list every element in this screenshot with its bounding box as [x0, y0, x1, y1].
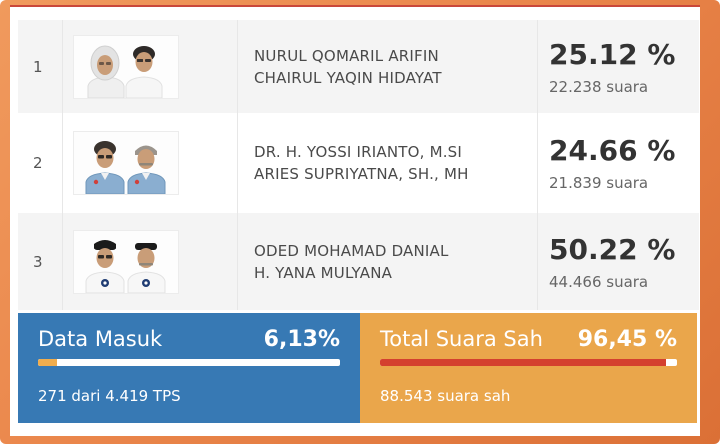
table-row-candidate-1: 1 [18, 20, 699, 113]
candidate-pair-photo-peci-caps-icon [73, 229, 179, 294]
candidate-photo-cell [62, 20, 237, 113]
candidate-votes: 21.839 suara [549, 174, 649, 192]
candidate-number: 3 [33, 252, 43, 271]
candidate-number: 2 [33, 154, 43, 172]
candidate-photo-cell [62, 213, 237, 310]
candidate-pair-photo-blue-shirts-icon [73, 131, 179, 195]
total-suara-sah-panel: Total Suara Sah 96,45 % 88.543 suara sah [360, 313, 697, 423]
total-suara-sah-header: Total Suara Sah 96,45 % [380, 327, 677, 352]
results-panel: 1 [10, 5, 700, 436]
data-masuk-header: Data Masuk 6,13% [38, 327, 340, 352]
candidate-names: ODED MOHAMAD DANIAL H. YANA MULYANA [237, 213, 537, 310]
total-suara-sah-detail: 88.543 suara sah [380, 387, 511, 405]
candidate-name-line2: ARIES SUPRIYATNA, SH., MH [254, 165, 469, 183]
data-masuk-progress-track [38, 359, 340, 366]
candidate-pair-photo-hijab-icon [73, 34, 179, 99]
total-suara-sah-percent: 96,45 % [577, 327, 677, 352]
candidate-names: NURUL QOMARIL ARIFIN CHAIRUL YAQIN HIDAY… [237, 20, 537, 113]
candidate-percent: 24.66 % [549, 134, 676, 167]
candidate-percent: 50.22 % [549, 232, 676, 266]
total-suara-sah-progress-track [380, 359, 677, 366]
table-row-candidate-3: 3 [18, 213, 699, 310]
data-masuk-progress-fill [38, 359, 57, 366]
candidate-photo-cell [62, 113, 237, 213]
candidate-names: DR. H. YOSSI IRIANTO, M.SI ARIES SUPRIYA… [237, 113, 537, 213]
candidate-percent: 25.12 % [549, 37, 676, 71]
data-masuk-panel: Data Masuk 6,13% 271 dari 4.419 TPS [18, 313, 360, 423]
summary-panels: Data Masuk 6,13% 271 dari 4.419 TPS Tota… [18, 313, 699, 423]
total-suara-sah-progress-fill [380, 359, 667, 366]
data-masuk-detail: 271 dari 4.419 TPS [38, 387, 181, 405]
candidate-name-line1: NURUL QOMARIL ARIFIN [254, 46, 439, 65]
data-masuk-percent: 6,13% [263, 327, 340, 352]
candidate-result: 24.66 % 21.839 suara [537, 113, 699, 213]
candidate-result: 25.12 % 22.238 suara [537, 20, 699, 113]
data-masuk-title: Data Masuk [38, 327, 163, 351]
candidate-result: 50.22 % 44.466 suara [537, 213, 699, 310]
total-suara-sah-title: Total Suara Sah [380, 327, 543, 351]
candidates-table: 1 [18, 20, 699, 310]
candidate-name-line2: CHAIRUL YAQIN HIDAYAT [254, 68, 442, 87]
table-row-candidate-2: 2 [18, 113, 699, 213]
candidate-name-line1: ODED MOHAMAD DANIAL [254, 241, 449, 260]
candidate-number: 1 [33, 57, 43, 76]
candidate-votes: 22.238 suara [549, 77, 649, 96]
candidate-name-line2: H. YANA MULYANA [254, 263, 393, 282]
candidate-name-line1: DR. H. YOSSI IRIANTO, M.SI [254, 143, 463, 161]
candidate-votes: 44.466 suara [549, 272, 649, 291]
